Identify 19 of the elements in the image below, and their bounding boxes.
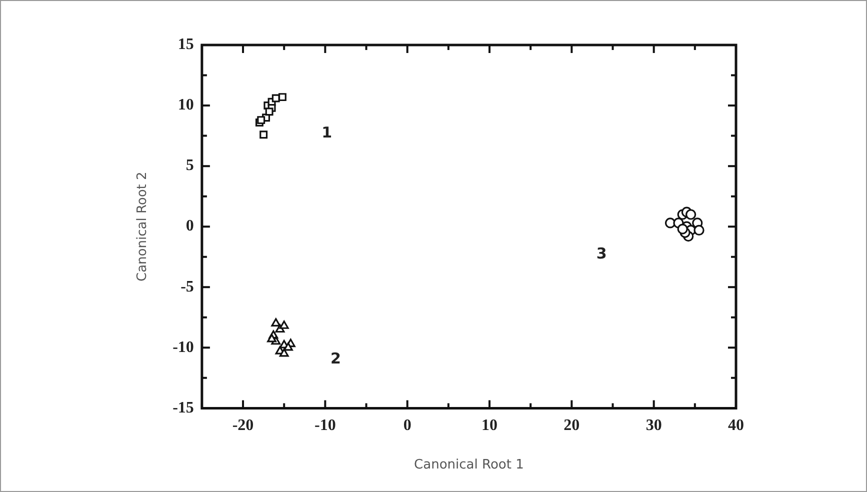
y-tick-label: -10 — [172, 338, 194, 356]
x-tick-label: 40 — [728, 416, 744, 434]
y-tick-label: -5 — [180, 278, 194, 296]
x-tick-label: 10 — [482, 416, 498, 434]
annotation: 1 — [322, 124, 332, 142]
annotation: 2 — [330, 350, 341, 368]
y-tick-label: -15 — [172, 399, 194, 416]
y-tick-label: 0 — [186, 218, 194, 235]
y-tick-label: 15 — [178, 36, 194, 54]
annotation: 3 — [596, 244, 607, 262]
x-tick-label: 30 — [646, 416, 662, 434]
y-axis-title: Canonical Root 2 — [135, 172, 150, 282]
x-tick-label: -10 — [314, 416, 336, 434]
x-axis-title: Canonical Root 1 — [414, 458, 524, 473]
y-tick-label: 10 — [178, 96, 194, 114]
y-tick-label: 5 — [186, 157, 194, 174]
x-tick-label: 20 — [564, 416, 580, 434]
x-tick-label: 0 — [403, 416, 412, 434]
x-tick-label: -20 — [232, 416, 254, 434]
